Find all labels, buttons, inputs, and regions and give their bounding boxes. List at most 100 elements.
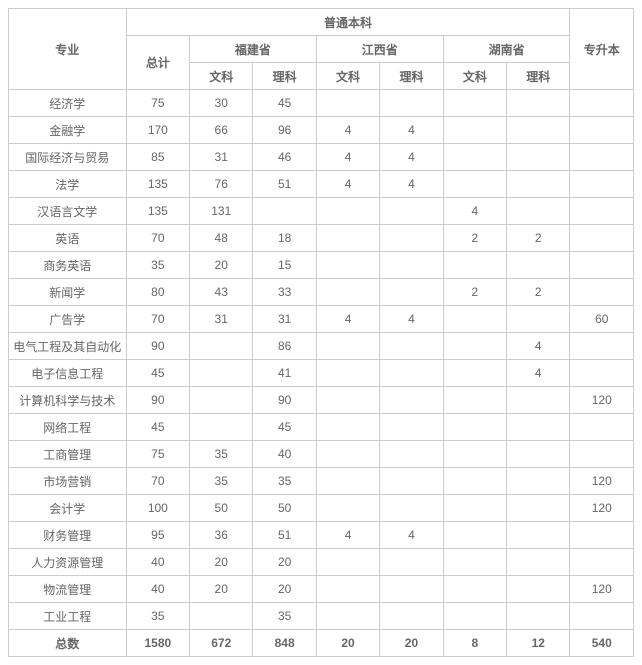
cell-fujian-sci: 18	[253, 225, 316, 252]
cell-zsb	[570, 333, 634, 360]
cell-hunan-sci	[507, 468, 570, 495]
cell-jiangxi-sci	[380, 414, 443, 441]
table-row: 国际经济与贸易85314644	[9, 144, 634, 171]
cell-jiangxi-sci	[380, 576, 443, 603]
cell-jiangxi-arts	[316, 279, 379, 306]
cell-hunan-arts	[443, 171, 506, 198]
table-row-total: 总数15806728482020812540	[9, 630, 634, 657]
header-province-jiangxi: 江西省	[316, 36, 443, 63]
cell-hunan-sci	[507, 441, 570, 468]
table-row: 工商管理753540	[9, 441, 634, 468]
cell-major: 电子信息工程	[9, 360, 127, 387]
cell-hunan-arts	[443, 414, 506, 441]
cell-jiangxi-sci	[380, 603, 443, 630]
cell-jiangxi-sci	[380, 198, 443, 225]
cell-major: 计算机科学与技术	[9, 387, 127, 414]
cell-fujian-arts: 35	[190, 441, 253, 468]
cell-hunan-arts	[443, 306, 506, 333]
cell-hunan-sci	[507, 549, 570, 576]
cell-zsb	[570, 549, 634, 576]
cell-jiangxi-sci	[380, 495, 443, 522]
cell-hunan-arts	[443, 522, 506, 549]
cell-total: 70	[126, 225, 189, 252]
cell-hunan-sci: 4	[507, 333, 570, 360]
cell-zsb	[570, 522, 634, 549]
cell-hunan-arts: 2	[443, 225, 506, 252]
header-major: 专业	[9, 9, 127, 90]
cell-jiangxi-arts	[316, 441, 379, 468]
cell-hunan-arts	[443, 360, 506, 387]
table-row: 工业工程3535	[9, 603, 634, 630]
cell-fujian-arts: 31	[190, 144, 253, 171]
table-row: 电子信息工程45414	[9, 360, 634, 387]
cell-jiangxi-sci: 4	[380, 117, 443, 144]
cell-fujian-sci: 848	[253, 630, 316, 657]
cell-hunan-sci	[507, 576, 570, 603]
cell-major: 金融学	[9, 117, 127, 144]
cell-fujian-sci: 51	[253, 171, 316, 198]
cell-fujian-arts: 20	[190, 252, 253, 279]
table-row: 人力资源管理402020	[9, 549, 634, 576]
header-undergrad: 普通本科	[126, 9, 570, 36]
cell-total: 70	[126, 306, 189, 333]
cell-zsb	[570, 279, 634, 306]
cell-zsb	[570, 360, 634, 387]
cell-zsb	[570, 603, 634, 630]
cell-hunan-arts	[443, 252, 506, 279]
cell-total: 170	[126, 117, 189, 144]
cell-major: 工业工程	[9, 603, 127, 630]
table-row: 商务英语352015	[9, 252, 634, 279]
cell-major: 电气工程及其自动化	[9, 333, 127, 360]
table-row: 经济学753045	[9, 90, 634, 117]
cell-hunan-sci	[507, 198, 570, 225]
cell-zsb	[570, 414, 634, 441]
cell-jiangxi-sci: 4	[380, 171, 443, 198]
cell-total: 90	[126, 333, 189, 360]
cell-jiangxi-sci: 4	[380, 522, 443, 549]
cell-jiangxi-sci: 20	[380, 630, 443, 657]
cell-fujian-sci: 45	[253, 414, 316, 441]
cell-hunan-arts: 4	[443, 198, 506, 225]
cell-total: 95	[126, 522, 189, 549]
cell-fujian-sci: 20	[253, 549, 316, 576]
cell-jiangxi-arts	[316, 90, 379, 117]
table-row: 新闻学80433322	[9, 279, 634, 306]
cell-hunan-sci	[507, 306, 570, 333]
table-row: 英语70481822	[9, 225, 634, 252]
cell-total: 135	[126, 198, 189, 225]
cell-total: 75	[126, 90, 189, 117]
cell-zsb	[570, 144, 634, 171]
cell-fujian-sci: 40	[253, 441, 316, 468]
cell-jiangxi-arts: 4	[316, 306, 379, 333]
cell-hunan-sci	[507, 522, 570, 549]
cell-hunan-sci: 12	[507, 630, 570, 657]
cell-hunan-sci	[507, 252, 570, 279]
cell-hunan-arts	[443, 576, 506, 603]
cell-total: 90	[126, 387, 189, 414]
cell-hunan-arts	[443, 603, 506, 630]
cell-fujian-sci: 35	[253, 468, 316, 495]
cell-hunan-arts	[443, 90, 506, 117]
cell-jiangxi-arts: 4	[316, 117, 379, 144]
cell-fujian-arts	[190, 414, 253, 441]
cell-jiangxi-arts	[316, 333, 379, 360]
cell-jiangxi-arts	[316, 252, 379, 279]
cell-major: 经济学	[9, 90, 127, 117]
cell-zsb: 540	[570, 630, 634, 657]
cell-total: 70	[126, 468, 189, 495]
cell-jiangxi-sci	[380, 279, 443, 306]
cell-major: 新闻学	[9, 279, 127, 306]
cell-zsb: 120	[570, 576, 634, 603]
cell-fujian-arts	[190, 333, 253, 360]
cell-total: 80	[126, 279, 189, 306]
cell-fujian-sci: 35	[253, 603, 316, 630]
table-row: 汉语言文学1351314	[9, 198, 634, 225]
cell-jiangxi-arts: 4	[316, 522, 379, 549]
cell-total: 40	[126, 549, 189, 576]
cell-fujian-sci: 15	[253, 252, 316, 279]
cell-hunan-sci: 2	[507, 225, 570, 252]
cell-fujian-arts: 36	[190, 522, 253, 549]
cell-hunan-sci	[507, 144, 570, 171]
cell-fujian-sci: 51	[253, 522, 316, 549]
cell-fujian-arts: 66	[190, 117, 253, 144]
